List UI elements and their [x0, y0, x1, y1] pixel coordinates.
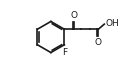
Text: F: F: [63, 48, 68, 57]
Text: OH: OH: [105, 19, 119, 28]
Text: O: O: [70, 11, 77, 20]
Text: O: O: [94, 38, 101, 47]
